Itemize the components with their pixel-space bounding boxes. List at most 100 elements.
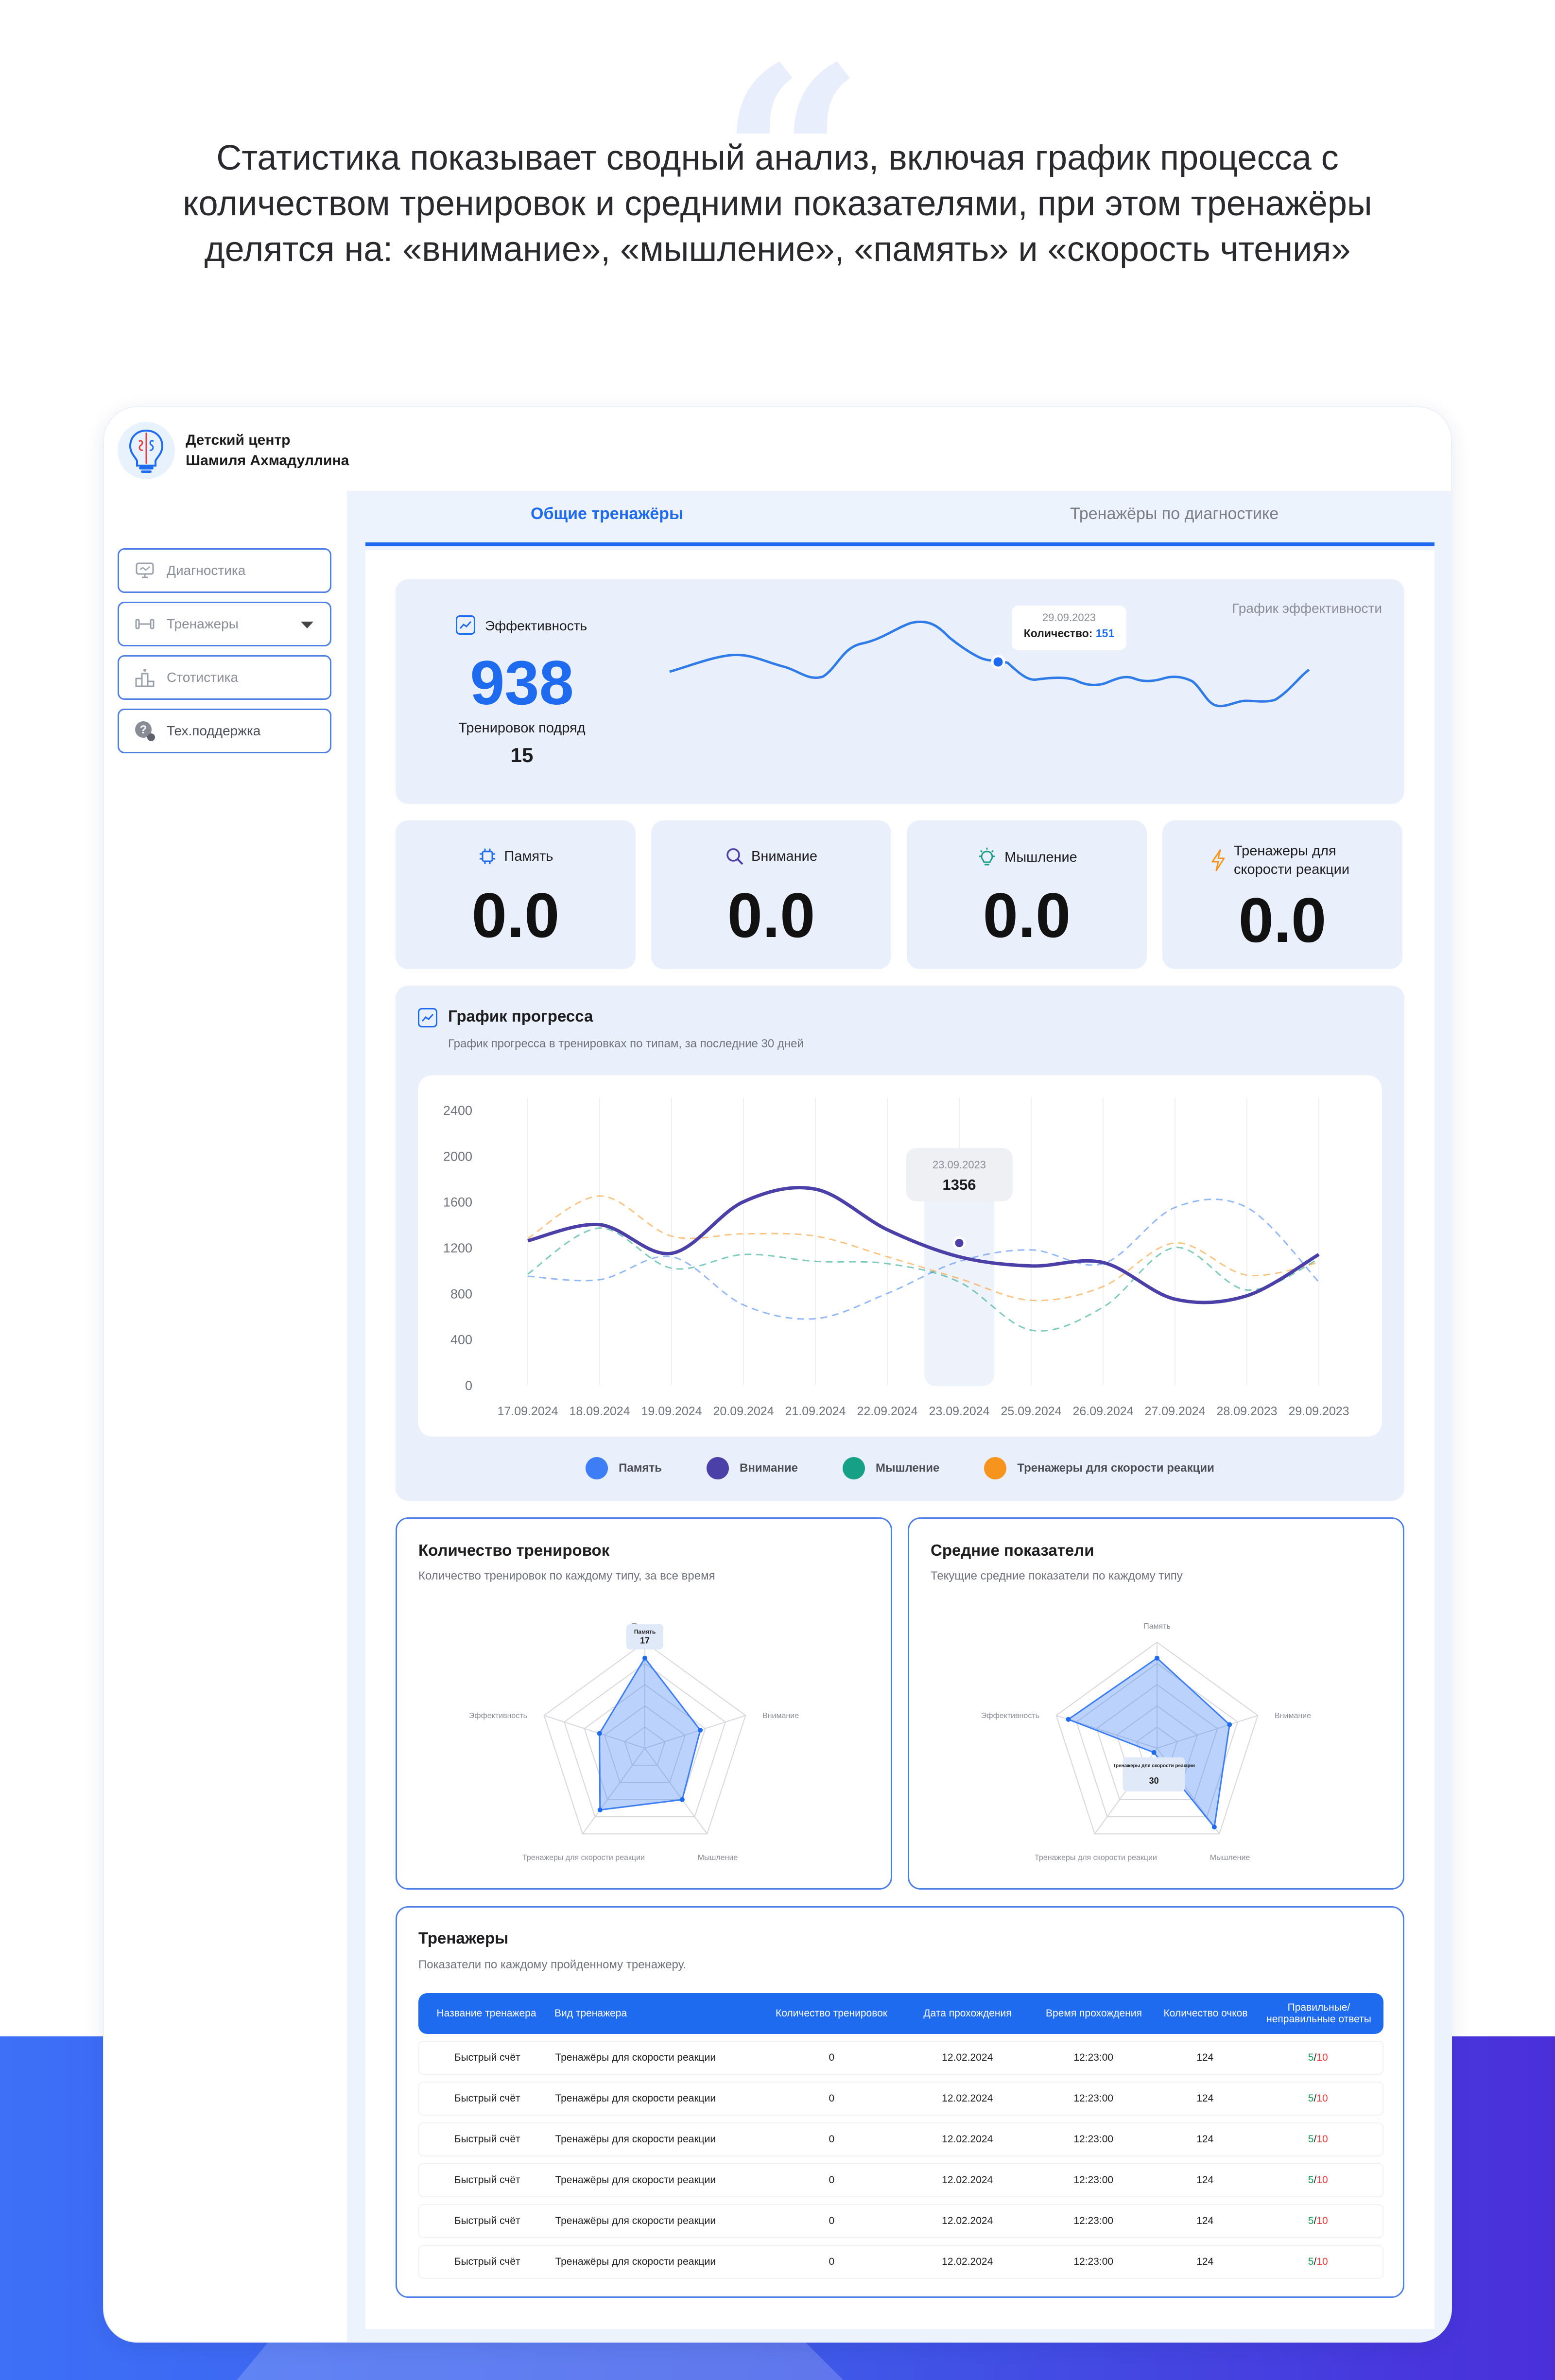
legend-item-thinking[interactable]: Мышление [842,1457,939,1479]
tooltip-label: Тренажеры для скорости реакции [1113,1763,1195,1769]
chart-legend: Память Внимание Мышление Тренажеры для с… [396,1457,1404,1479]
radar-axis-label: Мышление [1210,1854,1250,1862]
tooltip-date: 23.09.2023 [933,1159,986,1171]
y-tick-label: 1600 [443,1195,472,1210]
radar-grid-ring [1055,1641,1259,1835]
legend-dot [586,1457,608,1479]
table-row[interactable]: Быстрый счёт Тренажёры для скорости реакц… [418,2122,1383,2156]
series-line-reaction [527,1195,1319,1302]
efficiency-tooltip: 29.09.2023 Количество: 151 [1012,606,1126,650]
cell-time: 12:23:00 [1073,2174,1114,2186]
stat-value: 0.0 [983,880,1071,951]
progress-plot: 0 400 800 1200 1600 2000 2400 17.09.2024 18.09.2… [418,1075,1382,1437]
sidebar-item-trainers[interactable]: Тренажеры [118,602,331,646]
cell-name: Быстрый счёт [454,2215,520,2226]
legend-item-memory[interactable]: Память [586,1457,662,1479]
radar-point [597,1731,602,1736]
cell-answers: 5/10 [1254,2134,1382,2145]
sidebar-item-diagnostics[interactable]: Диагностика [118,548,331,593]
cell-date: 12.02.2024 [942,2052,993,2063]
tooltip-label: Память [634,1629,656,1635]
app-window: Детский центр Шамиля Ахмадуллина Диагнос… [103,406,1452,2343]
table-row[interactable]: Быстрый счёт Тренажёры для скорости реакц… [418,2041,1383,2075]
table-row[interactable]: Быстрый счёт Тренажёры для скорости реакц… [418,2204,1383,2238]
cell-name: Быстрый счёт [454,2093,520,2104]
y-tick-label: 400 [450,1333,472,1347]
x-tick-label: 28.09.2023 [1216,1405,1277,1418]
legend-label: Внимание [740,1461,798,1475]
radar-point [698,1727,703,1733]
progress-subtitle: График прогресса в тренировках по типам,… [448,1037,804,1050]
cell-answers: 5/10 [1254,2256,1382,2268]
x-tick-label: 22.09.2024 [857,1405,917,1418]
x-tick-label: 17.09.2024 [497,1405,558,1418]
support-icon: ? [134,720,156,742]
answers-separator: / [1313,2093,1317,2104]
lightning-icon [1209,849,1227,872]
cell-count: 0 [829,2256,835,2267]
cell-time: 12:23:00 [1073,2134,1114,2145]
streak-value: 15 [510,744,534,766]
radar-axis-label: Эффективность [981,1712,1039,1720]
radar-tooltip [626,1624,663,1650]
cell-date: 12.02.2024 [942,2134,993,2145]
brand-line-2: Шамиля Ахмадуллина [186,452,349,469]
efficiency-card: Эффективность 938 Тренировок подряд 15 Г… [396,579,1404,804]
stat-card-attention: Внимание 0.0 [651,820,891,969]
table-row[interactable]: Быстрый счёт Тренажёры для скорости реакц… [418,2245,1383,2279]
col-header-time[interactable]: Время прохождения [1046,2008,1142,2019]
radar-axis-label: Внимание [1275,1712,1311,1720]
table-body: Быстрый счёт Тренажёры для скорости реакц… [418,2041,1383,2279]
efficiency-label: Эффективность [485,618,587,633]
brand-logo[interactable]: Детский центр Шамиля Ахмадуллина [118,422,349,479]
stat-value: 0.0 [1238,885,1327,955]
radar-point [1211,1824,1217,1830]
sidebar-item-statistics[interactable]: Стотистика [118,655,331,700]
col-header-answers[interactable]: Правильные/ неправильные ответы [1266,2002,1371,2025]
col-header-points[interactable]: Количество очков [1163,2008,1248,2019]
radar-point [642,1655,647,1661]
radar-grid-ring [563,1663,726,1818]
sidebar: Диагностика Тренажеры Стотистика ? Тех.п… [118,548,331,762]
series-line-thinking [527,1227,1319,1332]
cell-count: 0 [829,2052,835,2063]
tooltip-label: Количество: [1023,627,1096,640]
cell-count: 0 [829,2134,835,2145]
answers-wrong: 10 [1316,2052,1328,2063]
cell-name: Быстрый счёт [454,2174,520,2186]
legend-item-reaction[interactable]: Тренажеры для скорости реакции [984,1457,1214,1479]
x-tick-label: 27.09.2024 [1144,1405,1205,1418]
cell-type: Тренажёры для скорости реакции [555,2256,716,2267]
trainings-count-card: Количество тренировок Количество трениро… [396,1517,892,1890]
table-row[interactable]: Быстрый счёт Тренажёры для скорости реакц… [418,2082,1383,2116]
stat-value: 0.0 [727,880,815,951]
col-header-type[interactable]: Вид тренажера [554,2008,627,2019]
legend-dot [842,1457,865,1479]
tab-diagnostic-trainers[interactable]: Тренажёры по диагностике [1070,504,1279,523]
chip-icon [478,847,497,866]
legend-item-attention[interactable]: Внимание [707,1457,798,1479]
radar2-subtitle: Текущие средние показатели по каждому ти… [931,1569,1183,1582]
tab-general-trainers[interactable]: Общие тренажёры [531,504,683,523]
series-line-memory [527,1199,1320,1320]
trend-icon [418,1008,437,1027]
y-tick-label: 800 [450,1286,472,1301]
radar1-subtitle: Количество тренировок по каждому типу, з… [418,1569,715,1582]
radar-point [1155,1655,1159,1661]
main-content: Общие тренажёры Тренажёры по диагностике… [347,491,1451,2342]
stat-label: Тренажеры для скорости реакции [1234,843,1350,877]
table-row[interactable]: Быстрый счёт Тренажёры для скорости реакц… [418,2163,1383,2197]
trainers-table: Название тренажера Вид тренажера Количес… [418,1993,1383,2279]
col-header-date[interactable]: Дата прохождения [923,2008,1012,2019]
col-header-name[interactable]: Название тренажера [436,2008,536,2019]
y-tick-label: 1200 [443,1241,472,1255]
col-header-count[interactable]: Количество тренировок [775,2008,888,2019]
chevron-down-icon[interactable] [301,622,313,628]
radar-spoke [1157,1715,1258,1749]
tooltip-value: 1356 [943,1176,976,1193]
sidebar-item-support[interactable]: ? Тех.поддержка [118,709,331,753]
dumbbell-icon [134,613,156,635]
trainers-table-card: Тренажеры Показатели по каждому пройденн… [396,1906,1404,2298]
y-tick-label: 2000 [443,1149,472,1164]
radar-grid-ring [584,1684,706,1800]
